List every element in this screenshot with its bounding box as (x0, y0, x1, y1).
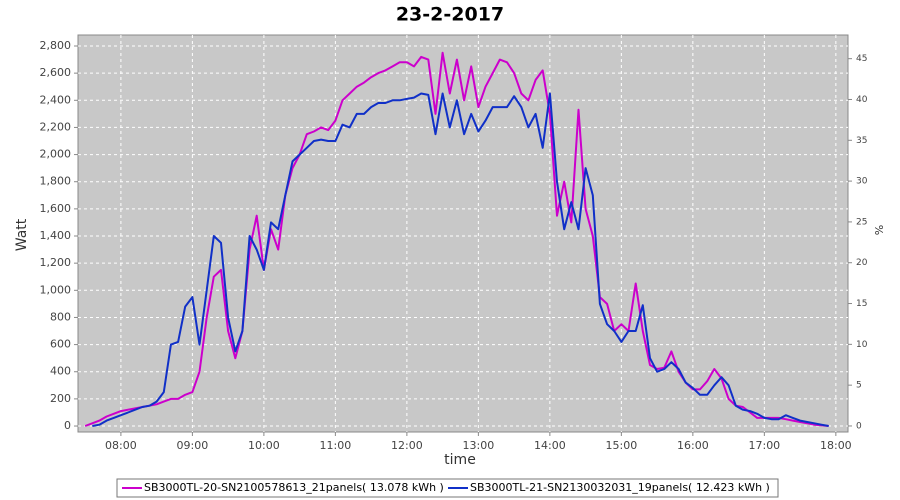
y-tick-label: 2,200 (40, 120, 72, 133)
x-tick-label: 18:00 (820, 439, 852, 452)
y2-tick-label: 10 (856, 340, 868, 350)
x-tick-label: 16:00 (677, 439, 709, 452)
y2-tick-label: 45 (856, 54, 867, 64)
y-tick-label: 2,000 (40, 148, 72, 161)
x-tick-label: 17:00 (748, 439, 780, 452)
series-line (84, 51, 829, 427)
y2-tick-label: 15 (856, 299, 867, 309)
y-tick-label: 2,600 (40, 66, 72, 79)
y2-tick-label: 20 (856, 258, 868, 268)
y2-tick-label: 5 (856, 381, 862, 391)
x-tick-label: 11:00 (320, 439, 352, 452)
x-tick-label: 09:00 (177, 439, 209, 452)
y-tick-label: 2,400 (40, 93, 72, 106)
x-axis-label: time (444, 452, 476, 468)
y2-tick-label: 0 (856, 421, 862, 431)
y-tick-label: 1,800 (40, 175, 72, 188)
y-tick-label: 1,200 (40, 256, 72, 269)
plot-area (77, 34, 849, 433)
y2-axis-label: % (873, 225, 886, 235)
y-tick-label: 2,800 (40, 39, 72, 52)
y2-tick-label: 25 (856, 217, 867, 227)
y-tick-label: 1,000 (40, 283, 72, 296)
x-tick-label: 08:00 (105, 439, 137, 452)
y-tick-label: 1,600 (40, 202, 72, 215)
y-tick-label: 200 (50, 392, 71, 405)
y2-tick-label: 40 (856, 95, 868, 105)
x-tick-label: 13:00 (463, 439, 495, 452)
legend-label: SB3000TL-20-SN2100578613_21panels( 13.07… (144, 481, 444, 494)
y-tick-label: 400 (50, 365, 71, 378)
y-tick-label: 600 (50, 338, 71, 351)
x-tick-label: 14:00 (534, 439, 566, 452)
y-tick-label: 800 (50, 310, 71, 323)
chart-title: 23-2-2017 (396, 4, 504, 26)
series-line (92, 92, 829, 427)
x-tick-label: 15:00 (606, 439, 638, 452)
y-tick-label: 1,400 (40, 229, 72, 242)
x-tick-label: 10:00 (248, 439, 280, 452)
legend (116, 478, 779, 498)
legend-label: SB3000TL-21-SN2130032031_19panels( 12.42… (470, 481, 770, 494)
y2-tick-label: 30 (856, 177, 868, 187)
x-tick-label: 12:00 (391, 439, 423, 452)
y-axis-label: Watt (14, 218, 30, 251)
y2-tick-label: 35 (856, 136, 867, 146)
y-tick-label: 0 (64, 419, 71, 432)
